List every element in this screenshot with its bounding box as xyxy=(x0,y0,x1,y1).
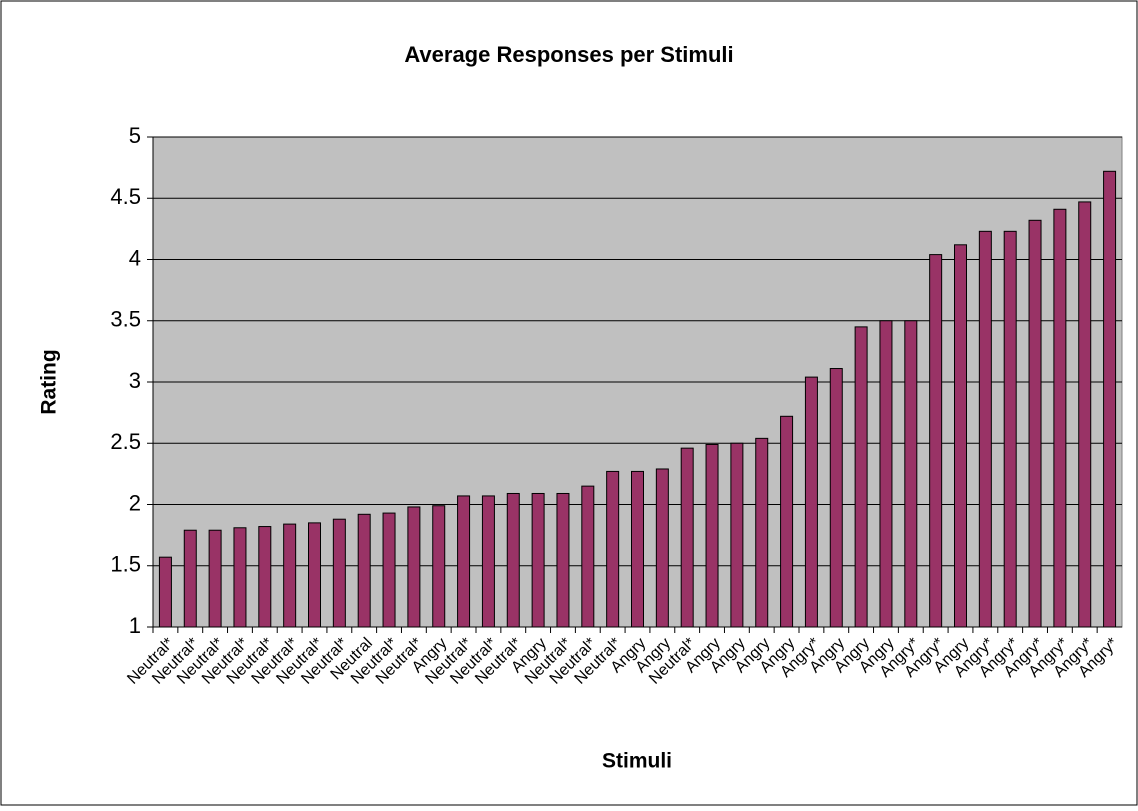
bar xyxy=(382,512,396,628)
x-axis-title: Stimuli xyxy=(602,750,672,773)
bar xyxy=(829,368,843,628)
bar xyxy=(904,320,918,628)
bar xyxy=(258,526,272,628)
y-tick-label: 5 xyxy=(129,123,141,148)
bar xyxy=(929,254,943,628)
bar xyxy=(1103,170,1117,628)
y-tick-label: 3 xyxy=(129,368,141,393)
y-tick-label: 2.5 xyxy=(110,429,141,454)
y-tick-label: 4.5 xyxy=(110,184,141,209)
bar xyxy=(730,442,744,628)
bar xyxy=(631,470,644,628)
bar xyxy=(606,470,620,628)
bar xyxy=(233,527,247,628)
y-tick-label: 4 xyxy=(129,245,141,270)
bar xyxy=(680,447,694,628)
bar xyxy=(1003,230,1017,628)
bar xyxy=(854,326,868,628)
bar xyxy=(581,485,595,628)
bar xyxy=(357,513,371,628)
bar xyxy=(308,522,321,628)
y-tick-label: 1 xyxy=(129,613,141,638)
bar xyxy=(556,492,570,628)
bar xyxy=(804,376,818,628)
bar xyxy=(780,415,794,628)
bar xyxy=(978,230,992,628)
bar xyxy=(407,506,421,628)
bar xyxy=(879,320,893,628)
bar xyxy=(755,437,769,628)
bar xyxy=(655,468,669,628)
bar xyxy=(208,529,222,628)
bar xyxy=(283,523,297,628)
bar xyxy=(1053,208,1067,628)
bar xyxy=(705,443,719,628)
y-tick-label: 1.5 xyxy=(110,552,141,577)
bar xyxy=(1078,201,1092,628)
bar xyxy=(481,495,495,628)
bar xyxy=(432,505,446,628)
y-tick-label: 3.5 xyxy=(110,307,141,332)
bar xyxy=(954,244,967,628)
bar xyxy=(506,492,520,628)
bar xyxy=(332,518,346,628)
y-tick-label: 2 xyxy=(129,490,141,515)
y-axis-title: Rating xyxy=(38,349,61,414)
bar xyxy=(457,495,471,628)
bar xyxy=(158,556,172,628)
bar xyxy=(183,529,197,628)
chart-title: Average Responses per Stimuli xyxy=(404,42,733,67)
bar xyxy=(531,492,545,628)
bar xyxy=(1028,219,1042,628)
